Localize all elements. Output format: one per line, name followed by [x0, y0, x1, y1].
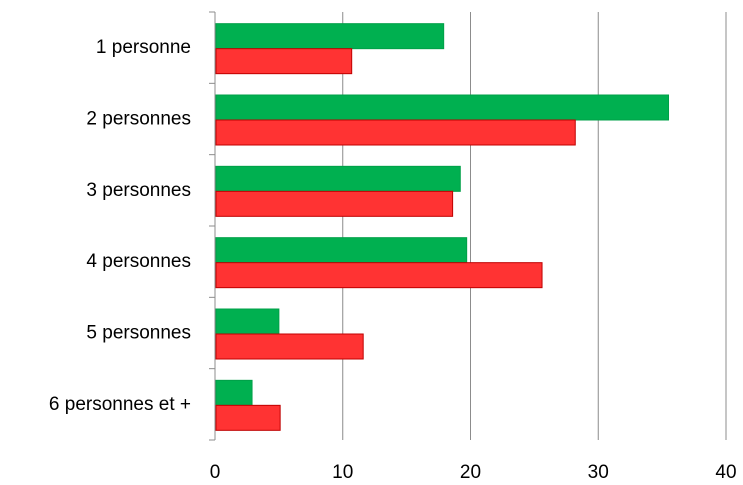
category-label: 4 personnes	[86, 251, 191, 272]
bar-series-2	[215, 48, 353, 75]
bar-series-2	[215, 333, 364, 360]
bars	[215, 23, 670, 431]
x-tick-label: 40	[715, 462, 736, 483]
category-label: 5 personnes	[86, 323, 191, 344]
labels: 1 personne 2 personnes 3 personnes 4 person…	[49, 37, 737, 483]
bar-series-1	[215, 379, 253, 406]
x-tick-label: 20	[460, 462, 481, 483]
bar-series-2	[215, 404, 281, 431]
category-label: 6 personnes et +	[49, 394, 191, 415]
bar-series-1	[215, 94, 670, 121]
bar-series-1	[215, 23, 445, 50]
x-tick-label: 10	[332, 462, 353, 483]
bar-series-1	[215, 237, 468, 264]
bar-series-2	[215, 190, 454, 217]
axes	[209, 11, 216, 441]
category-label: 3 personnes	[86, 180, 191, 201]
category-label: 2 personnes	[86, 109, 191, 130]
x-tick-label: 30	[588, 462, 609, 483]
bar-series-2	[215, 262, 543, 289]
bar-series-1	[215, 308, 280, 335]
x-tick-label: 0	[210, 462, 221, 483]
gridlines	[342, 12, 727, 440]
category-label: 1 personne	[96, 37, 191, 58]
bar-series-2	[215, 119, 576, 146]
bar-series-1	[215, 165, 461, 192]
